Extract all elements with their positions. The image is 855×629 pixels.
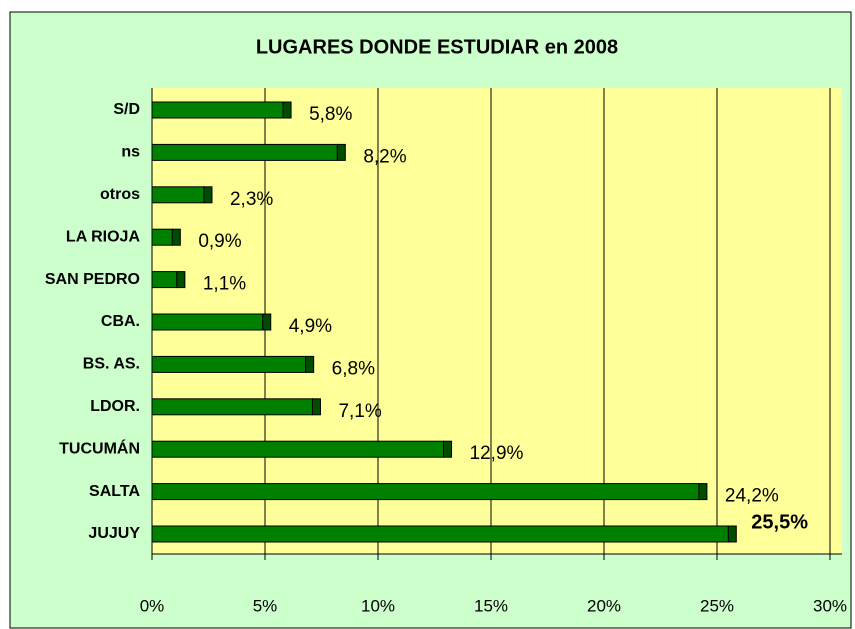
bar-end	[305, 355, 315, 373]
bar	[151, 101, 284, 119]
x-tick-label: 25%	[700, 596, 734, 615]
y-tick-label: CBA.	[101, 313, 140, 330]
bar-end	[262, 313, 272, 331]
bar	[151, 398, 313, 416]
x-tick-label: 15%	[474, 596, 508, 615]
bar	[151, 525, 729, 543]
bar-end	[311, 398, 321, 416]
bar-end	[176, 271, 186, 289]
x-tick-label: 0%	[140, 596, 165, 615]
y-tick-label: LDOR.	[90, 398, 140, 415]
value-label: 0,9%	[198, 231, 241, 252]
bar-end	[203, 186, 213, 204]
bar-end	[282, 101, 292, 119]
bar	[151, 355, 307, 373]
bar	[151, 271, 178, 289]
y-tick-label: JUJUY	[88, 525, 140, 542]
bar	[151, 483, 700, 501]
bar	[151, 143, 338, 161]
bar	[151, 228, 173, 246]
bar-end	[443, 440, 453, 458]
x-tick-label: 5%	[253, 596, 278, 615]
chart-title: LUGARES DONDE ESTUDIAR en 2008	[256, 36, 618, 58]
bar-end	[336, 143, 346, 161]
value-label: 4,9%	[289, 316, 332, 337]
value-label: 24,2%	[725, 486, 779, 507]
y-tick-label: SALTA	[89, 483, 140, 500]
bar-end	[727, 525, 737, 543]
y-tick-label: otros	[100, 186, 140, 203]
value-label: 2,3%	[230, 189, 273, 210]
y-tick-label: BS. AS.	[83, 356, 140, 373]
x-tick-label: 10%	[361, 596, 395, 615]
value-label: 7,1%	[338, 401, 381, 422]
x-tick-label: 20%	[587, 596, 621, 615]
value-label: 12,9%	[470, 443, 524, 464]
y-tick-label: TUCUMÁN	[59, 438, 140, 457]
y-tick-label: ns	[121, 144, 140, 161]
value-label: 1,1%	[203, 274, 246, 295]
bar	[151, 186, 205, 204]
bar-end	[171, 228, 181, 246]
value-label: 5,8%	[309, 104, 352, 125]
y-tick-label: LA RIOJA	[66, 228, 141, 245]
y-tick-label: SAN PEDRO	[45, 271, 140, 288]
bar	[151, 313, 264, 331]
bar-end	[698, 483, 708, 501]
value-label: 6,8%	[332, 358, 375, 379]
y-tick-label: S/D	[113, 101, 140, 118]
x-tick-label: 30%	[813, 596, 847, 615]
value-label: 25,5%	[751, 511, 808, 533]
value-label: 8,2%	[363, 146, 406, 167]
bar	[151, 440, 445, 458]
